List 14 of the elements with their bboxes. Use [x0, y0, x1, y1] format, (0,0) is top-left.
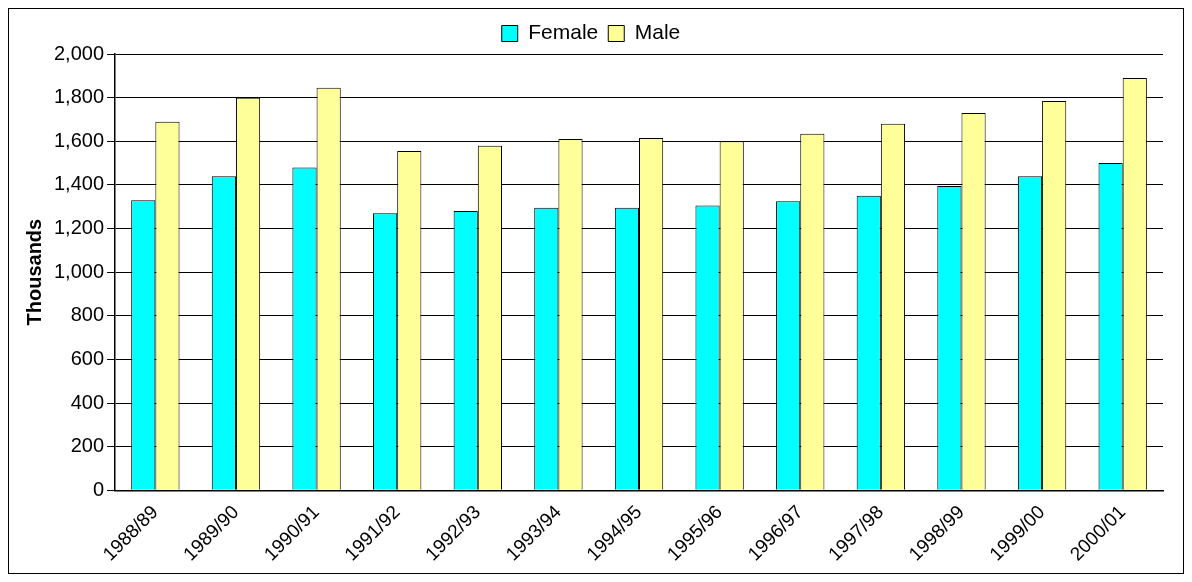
legend-label: Male: [634, 20, 681, 44]
y-tick-label: 600: [70, 346, 105, 369]
y-tick-label: 200: [70, 434, 105, 457]
y-axis-title: Thousands: [22, 218, 45, 326]
y-tick-label: 0: [92, 477, 105, 500]
y-tick-label: 400: [70, 390, 105, 413]
y-tick-label: 1,400: [53, 172, 105, 195]
y-tick-label: 1,200: [53, 216, 105, 239]
legend-label: Female: [528, 20, 599, 44]
y-tick-label: 1,000: [53, 259, 105, 282]
y-tick-label: 1,600: [53, 128, 105, 151]
y-tick-label: 2,000: [53, 41, 105, 64]
y-tick-label: 1,800: [53, 85, 105, 108]
y-tick-label: 800: [70, 303, 105, 326]
